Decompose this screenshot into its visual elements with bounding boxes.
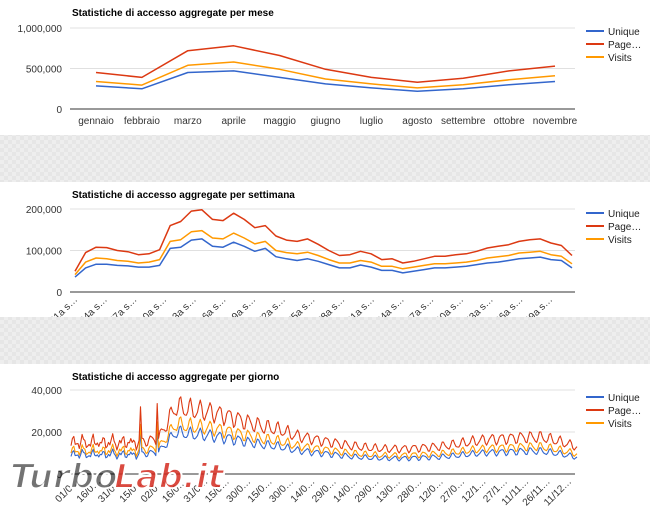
- x-tick-label: 37a s…: [404, 294, 436, 317]
- x-tick-label: 46a s…: [493, 294, 525, 317]
- logo-text-turbo: Turbo: [10, 457, 117, 497]
- series-line-visits: [95, 61, 556, 89]
- legend-label: Unique: [608, 27, 640, 38]
- logo-text-lab: Lab.it: [114, 457, 226, 497]
- chart-month-panel: Statistiche di accesso aggregate per mes…: [0, 0, 650, 135]
- y-tick-label: 1,000,000: [18, 24, 63, 35]
- series-line-page: [95, 45, 556, 84]
- x-tick-label: 43a s…: [464, 294, 496, 317]
- legend-label: Page…: [608, 406, 641, 417]
- series-line-page: [74, 209, 573, 272]
- x-tick-label: luglio: [360, 116, 384, 127]
- series-line-unique: [70, 425, 578, 462]
- x-tick-label: 04a s…: [78, 294, 110, 317]
- x-tick-label: novembre: [533, 116, 578, 127]
- chart-day: Statistiche di accesso aggregate per gio…: [31, 372, 641, 508]
- series-line-page: [70, 396, 578, 454]
- x-tick-label: aprile: [221, 116, 246, 127]
- x-tick-label: 28a s…: [315, 294, 347, 317]
- x-tick-label: 13a s…: [167, 294, 199, 317]
- chart-day-panel: Statistiche di accesso aggregate per gio…: [0, 364, 650, 512]
- chart-week: Statistiche di accesso aggregate per set…: [26, 190, 642, 317]
- y-tick-label: 0: [56, 105, 62, 116]
- x-tick-label: 25a s…: [285, 294, 317, 317]
- y-tick-label: 0: [56, 470, 62, 481]
- x-tick-label: marzo: [174, 116, 202, 127]
- chart-month: Statistiche di accesso aggregate per mes…: [18, 8, 642, 127]
- x-tick-label: 40a s…: [434, 294, 466, 317]
- x-tick-label: 01a s…: [48, 294, 80, 317]
- turbolab-logo: Turbo Lab.it: [9, 456, 227, 498]
- y-tick-label: 200,000: [26, 205, 63, 216]
- legend-label: Unique: [608, 393, 640, 404]
- series-line-visits: [70, 416, 578, 460]
- y-tick-label: 100,000: [26, 247, 63, 258]
- x-tick-label: 34a s…: [375, 294, 407, 317]
- y-tick-label: 0: [56, 288, 62, 299]
- chart-week-panel: Statistiche di accesso aggregate per set…: [0, 182, 650, 317]
- chart-title: Statistiche di accesso aggregate per gio…: [72, 372, 279, 383]
- x-tick-label: 19a s…: [226, 294, 258, 317]
- x-tick-label: 22a s…: [256, 294, 288, 317]
- chart-title: Statistiche di accesso aggregate per set…: [72, 190, 295, 201]
- y-tick-label: 500,000: [26, 65, 63, 76]
- legend-label: Page…: [608, 40, 641, 51]
- series-line-unique: [95, 70, 556, 92]
- legend-label: Visits: [608, 235, 632, 246]
- x-tick-label: 10a s…: [137, 294, 169, 317]
- legend-label: Visits: [608, 419, 632, 430]
- y-tick-label: 40,000: [31, 386, 62, 397]
- x-tick-label: febbraio: [124, 116, 161, 127]
- x-tick-label: 31a s…: [345, 294, 377, 317]
- chart-title: Statistiche di accesso aggregate per mes…: [72, 8, 274, 19]
- legend-label: Unique: [608, 209, 640, 220]
- x-tick-label: 49a s…: [523, 294, 555, 317]
- x-tick-label: gennaio: [78, 116, 114, 127]
- x-tick-label: giugno: [310, 116, 340, 127]
- x-tick-label: 16a s…: [196, 294, 228, 317]
- legend-label: Visits: [608, 53, 632, 64]
- x-tick-label: 07a s…: [107, 294, 139, 317]
- x-tick-label: ottobre: [494, 116, 526, 127]
- series-line-visits: [74, 229, 573, 276]
- x-tick-label: settembre: [441, 116, 486, 127]
- x-tick-label: maggio: [263, 116, 296, 127]
- x-tick-label: agosto: [402, 116, 432, 127]
- y-tick-label: 20,000: [31, 428, 62, 439]
- series-line-unique: [74, 238, 573, 278]
- legend-label: Page…: [608, 222, 641, 233]
